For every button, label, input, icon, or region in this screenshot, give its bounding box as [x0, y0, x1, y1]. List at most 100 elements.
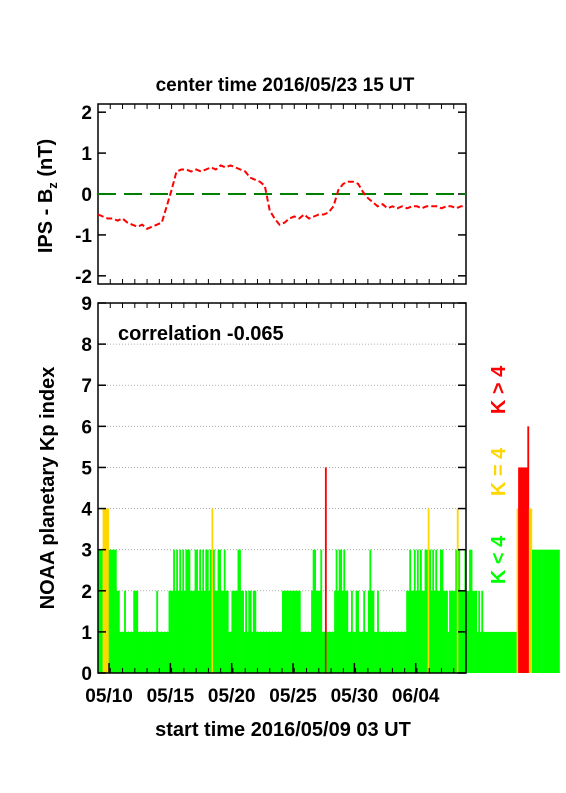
kp-bar [378, 631, 381, 673]
kp-bar [496, 631, 499, 673]
kp-bar [407, 590, 410, 673]
kp-x-tick-label: 05/25 [269, 686, 317, 707]
kp-bar [298, 590, 301, 673]
kp-bar [110, 549, 113, 673]
kp-bar [182, 549, 185, 673]
kp-bar [128, 631, 131, 673]
kp-bar [332, 631, 335, 673]
kp-bar [300, 631, 303, 673]
kp-bar [430, 590, 433, 673]
kp-bar [196, 549, 198, 673]
kp-bar [268, 631, 271, 673]
kp-bar [518, 467, 520, 673]
kp-y-tick-label: 6 [81, 417, 92, 438]
bz-series-line [97, 164, 466, 230]
kp-bar [455, 549, 458, 673]
kp-y-tick-label: 2 [81, 582, 92, 603]
kp-axis-ticks: 0 1 2 3 4 5 6 7 8 9 05/10 05/15 05/20 05/25 05/30 06/04 [81, 294, 466, 707]
kp-bars [98, 426, 560, 673]
kp-bar [360, 631, 363, 673]
kp-bar [167, 631, 169, 673]
kp-x-tick-label: 05/15 [147, 686, 195, 707]
kp-bar [142, 631, 145, 673]
kp-bar [512, 631, 514, 673]
kp-bar [239, 549, 241, 673]
kp-bar [334, 590, 336, 673]
kp-bar [367, 590, 370, 673]
kp-bar [257, 631, 260, 673]
kp-bar [535, 549, 537, 673]
kp-bar [223, 549, 226, 673]
kp-bar [450, 590, 453, 673]
kp-y-tick-label: 5 [81, 458, 92, 479]
kp-bar [236, 590, 238, 673]
kp-bar [446, 590, 448, 673]
kp-bar [237, 549, 240, 673]
kp-bar [413, 549, 416, 673]
kp-bar [245, 590, 248, 673]
kp-bar [217, 549, 220, 673]
kp-bar [105, 508, 108, 673]
kp-bar [338, 549, 341, 673]
kp-bar [404, 631, 407, 673]
kp-y-tick-label: 8 [81, 335, 92, 356]
kp-bar [357, 590, 359, 673]
kp-bar [176, 549, 179, 673]
kp-bar [133, 590, 136, 673]
kp-bar [485, 631, 488, 673]
kp-bar [505, 631, 508, 673]
kp-bar [312, 549, 315, 673]
kp-bar [515, 631, 517, 673]
kp-legend-item: K < 4 [488, 535, 510, 584]
kp-bar [390, 631, 393, 673]
kp-bar [121, 631, 123, 673]
kp-bar [443, 590, 445, 673]
kp-bar [311, 590, 313, 673]
kp-bar [556, 549, 559, 673]
kp-bar [117, 590, 120, 673]
kp-bar [501, 631, 504, 673]
kp-bar [513, 631, 516, 673]
kp-bar [401, 631, 404, 673]
kp-bar [234, 590, 237, 673]
kp-bar [429, 549, 432, 673]
kp-bar [259, 631, 261, 673]
kp-bar [122, 631, 125, 673]
bz-y-tick-label: -1 [75, 226, 92, 247]
kp-x-tick-label: 05/10 [85, 686, 133, 707]
kp-bar [545, 549, 548, 673]
kp-y-tick-label: 3 [81, 541, 92, 562]
kp-bar [180, 590, 183, 673]
kp-bar [490, 631, 493, 673]
kp-bar [536, 549, 539, 673]
kp-bar [499, 631, 502, 673]
kp-bar [226, 590, 229, 673]
kp-bar [305, 631, 307, 673]
kp-x-tick-label: 06/04 [392, 686, 440, 707]
kp-bar [458, 549, 461, 673]
kp-bar [487, 631, 490, 673]
kp-y-tick-label: 9 [81, 294, 92, 315]
kp-bar [160, 631, 163, 673]
kp-bar [291, 590, 294, 673]
kp-bar [277, 631, 280, 673]
kp-bar [282, 590, 284, 673]
kp-bar [530, 508, 533, 673]
kp-bar [272, 631, 275, 673]
kp-bar [255, 631, 258, 673]
kp-bar [260, 631, 263, 673]
kp-bar [397, 631, 399, 673]
kp-legend: K > 4 K = 4 K < 4 [488, 365, 510, 584]
kp-bar [415, 590, 418, 673]
kp-bar [351, 590, 353, 673]
kp-bar [341, 590, 344, 673]
kp-bar [337, 590, 340, 673]
kp-bar [188, 549, 191, 673]
kp-bar [395, 631, 398, 673]
kp-bar [392, 631, 395, 673]
kp-bar [214, 590, 217, 673]
kp-bar [206, 549, 209, 673]
kp-bar [125, 631, 128, 673]
kp-bar [288, 590, 290, 673]
kp-bar [493, 631, 496, 673]
